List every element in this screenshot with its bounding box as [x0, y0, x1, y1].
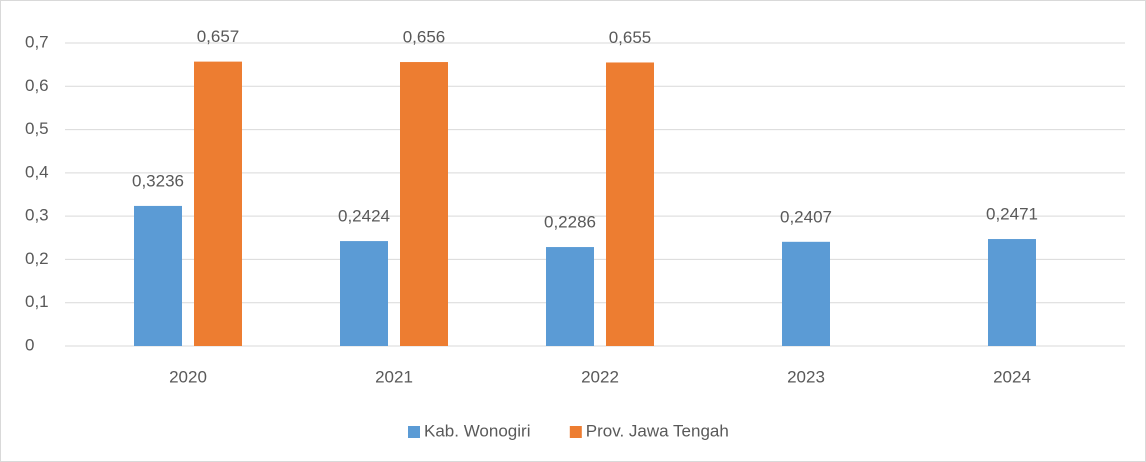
legend-swatch — [408, 426, 420, 438]
y-tick-label: 0,2 — [25, 249, 49, 268]
data-label: 0,2407 — [780, 207, 832, 226]
x-tick-label: 2020 — [169, 367, 207, 386]
x-tick-label: 2023 — [787, 367, 825, 386]
bar — [194, 61, 242, 347]
y-tick-label: 0 — [25, 335, 34, 354]
y-tick-label: 0,5 — [25, 119, 49, 138]
bar — [606, 62, 654, 346]
bar — [546, 247, 594, 346]
data-label: 0,3236 — [132, 171, 184, 190]
data-label: 0,656 — [403, 28, 446, 47]
data-label: 0,655 — [609, 28, 652, 47]
bar — [400, 62, 448, 346]
y-tick-label: 0,1 — [25, 292, 49, 311]
y-tick-label: 0,7 — [25, 32, 49, 51]
legend-label: Prov. Jawa Tengah — [586, 421, 729, 440]
bar — [782, 241, 830, 346]
data-label: 0,2424 — [338, 207, 390, 226]
bar — [340, 241, 388, 346]
data-label: 0,2286 — [544, 213, 596, 232]
y-tick-label: 0,4 — [25, 162, 49, 181]
legend-label: Kab. Wonogiri — [424, 421, 530, 440]
x-tick-label: 2021 — [375, 367, 413, 386]
y-tick-label: 0,6 — [25, 76, 49, 95]
y-tick-label: 0,3 — [25, 206, 49, 225]
x-tick-label: 2024 — [993, 367, 1031, 386]
bar — [988, 239, 1036, 346]
data-label: 0,2471 — [986, 205, 1038, 224]
x-tick-label: 2022 — [581, 367, 619, 386]
data-label: 0,657 — [197, 27, 240, 46]
bar — [134, 205, 182, 346]
legend-swatch — [569, 426, 582, 438]
